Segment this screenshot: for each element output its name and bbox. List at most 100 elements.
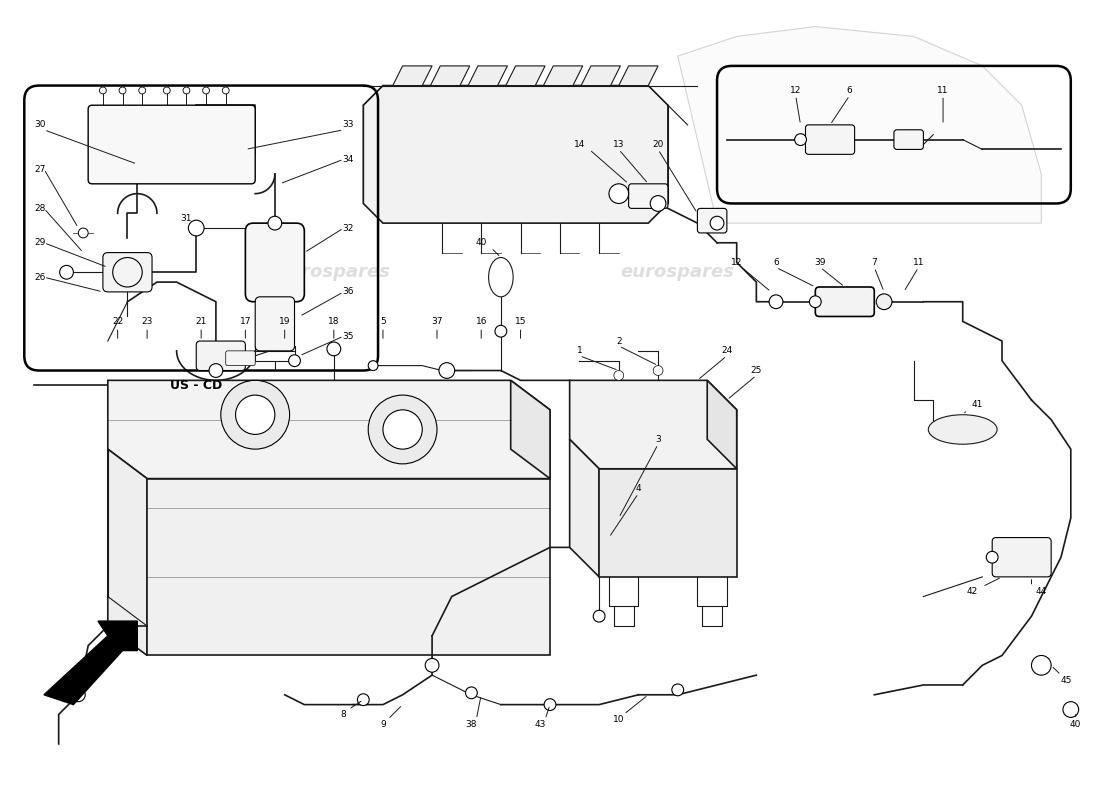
Polygon shape <box>363 86 668 223</box>
Circle shape <box>368 395 437 464</box>
Text: 10: 10 <box>613 715 625 724</box>
Text: 25: 25 <box>750 366 762 375</box>
Circle shape <box>794 134 806 146</box>
Text: 13: 13 <box>613 140 625 149</box>
Circle shape <box>235 395 275 434</box>
Ellipse shape <box>488 258 514 297</box>
FancyBboxPatch shape <box>103 253 152 292</box>
Circle shape <box>327 342 341 356</box>
Circle shape <box>139 87 145 94</box>
Text: 30: 30 <box>34 120 45 130</box>
Text: 32: 32 <box>342 223 353 233</box>
Text: eurospares: eurospares <box>620 509 735 527</box>
Circle shape <box>465 687 477 698</box>
Circle shape <box>810 296 822 308</box>
FancyBboxPatch shape <box>255 297 295 351</box>
Text: 35: 35 <box>342 332 353 341</box>
Polygon shape <box>570 380 737 469</box>
Polygon shape <box>506 66 546 86</box>
Circle shape <box>59 266 74 279</box>
Text: 9: 9 <box>381 720 386 729</box>
Polygon shape <box>707 380 737 469</box>
Text: 24: 24 <box>722 346 733 355</box>
Polygon shape <box>543 66 583 86</box>
Text: US - CD: US - CD <box>170 378 222 392</box>
Text: 15: 15 <box>515 317 526 326</box>
Circle shape <box>769 295 783 309</box>
Circle shape <box>112 258 142 287</box>
Circle shape <box>426 658 439 672</box>
Circle shape <box>987 551 998 563</box>
Circle shape <box>72 688 85 702</box>
Text: 3: 3 <box>656 435 661 444</box>
Text: 1: 1 <box>576 346 582 355</box>
Polygon shape <box>570 439 600 577</box>
FancyBboxPatch shape <box>992 538 1052 577</box>
Ellipse shape <box>928 414 997 444</box>
Text: 5: 5 <box>381 317 386 326</box>
Circle shape <box>495 326 507 337</box>
Circle shape <box>268 216 282 230</box>
Text: 26: 26 <box>34 273 45 282</box>
Text: 23: 23 <box>142 317 153 326</box>
Circle shape <box>188 220 205 236</box>
FancyBboxPatch shape <box>226 351 255 366</box>
Polygon shape <box>393 66 432 86</box>
Text: 31: 31 <box>180 214 192 222</box>
Text: 4: 4 <box>636 484 641 493</box>
Circle shape <box>383 410 422 449</box>
Circle shape <box>183 87 190 94</box>
Text: 2: 2 <box>616 337 622 346</box>
Circle shape <box>1063 702 1079 718</box>
FancyBboxPatch shape <box>805 125 855 154</box>
Circle shape <box>368 361 378 370</box>
Circle shape <box>1032 655 1052 675</box>
Circle shape <box>209 364 223 378</box>
Circle shape <box>653 366 663 375</box>
Circle shape <box>544 698 556 710</box>
Text: 44: 44 <box>1036 587 1047 596</box>
Text: 43: 43 <box>535 720 546 729</box>
Circle shape <box>609 184 628 203</box>
Polygon shape <box>147 478 550 655</box>
Circle shape <box>163 87 170 94</box>
Text: eurospares: eurospares <box>620 263 735 282</box>
Text: eurospares: eurospares <box>277 263 390 282</box>
Text: 34: 34 <box>342 154 353 164</box>
Polygon shape <box>108 380 550 478</box>
Text: 20: 20 <box>652 140 663 149</box>
FancyBboxPatch shape <box>196 341 245 370</box>
Text: 22: 22 <box>112 317 123 326</box>
Text: 38: 38 <box>465 720 477 729</box>
Polygon shape <box>44 621 138 705</box>
Circle shape <box>711 216 724 230</box>
FancyBboxPatch shape <box>245 223 305 302</box>
FancyBboxPatch shape <box>894 130 923 150</box>
Text: 45: 45 <box>1060 675 1071 685</box>
Text: 41: 41 <box>971 401 983 410</box>
Circle shape <box>221 380 289 449</box>
Text: 40: 40 <box>475 238 487 247</box>
Circle shape <box>202 87 209 94</box>
Circle shape <box>119 87 126 94</box>
Text: eurospares: eurospares <box>277 509 390 527</box>
FancyBboxPatch shape <box>88 106 255 184</box>
Polygon shape <box>600 469 737 577</box>
Circle shape <box>99 87 107 94</box>
Text: 21: 21 <box>196 317 207 326</box>
Text: 29: 29 <box>34 238 45 247</box>
Polygon shape <box>108 449 147 655</box>
Text: 11: 11 <box>937 86 949 95</box>
Text: 36: 36 <box>342 287 353 297</box>
Text: 28: 28 <box>34 204 45 213</box>
Text: 16: 16 <box>475 317 487 326</box>
Circle shape <box>222 87 229 94</box>
Text: 42: 42 <box>967 587 978 596</box>
Polygon shape <box>430 66 470 86</box>
Text: 18: 18 <box>328 317 340 326</box>
Circle shape <box>78 228 88 238</box>
Text: 37: 37 <box>431 317 442 326</box>
Text: 19: 19 <box>279 317 290 326</box>
Text: 6: 6 <box>773 258 779 267</box>
FancyBboxPatch shape <box>697 208 727 233</box>
